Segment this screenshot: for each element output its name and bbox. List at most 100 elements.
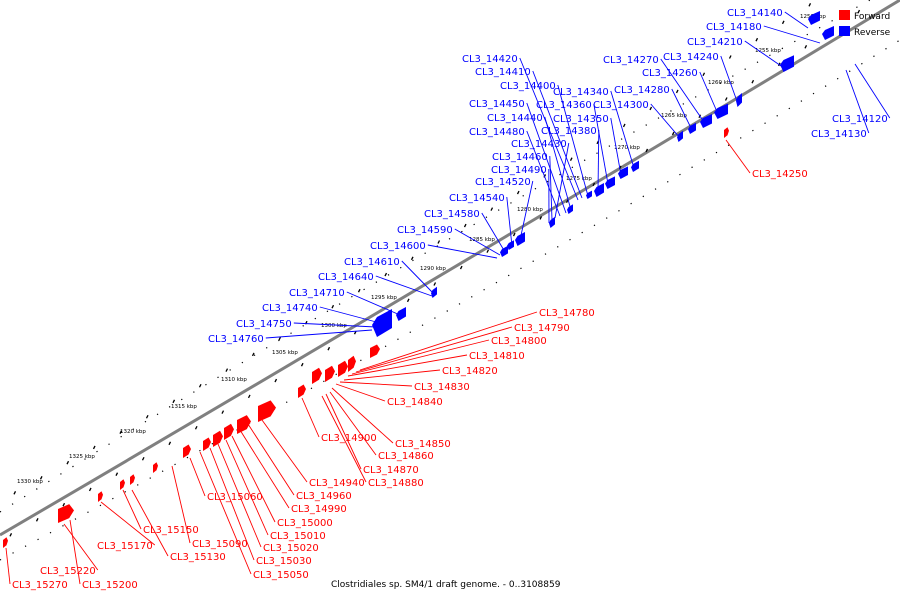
reverse-gene-label[interactable]: CL3_14120	[832, 114, 888, 125]
reverse-gene-label[interactable]: CL3_14130	[811, 129, 867, 140]
forward-gene-label[interactable]: CL3_15000	[277, 518, 333, 529]
tick-mark	[274, 378, 278, 383]
reverse-gene-label[interactable]: CL3_14340	[553, 87, 609, 98]
forward-gene-label[interactable]: CL3_14830	[414, 382, 470, 393]
forward-gene-label[interactable]: CL3_15050	[253, 570, 309, 581]
scale-label: 1290 kbp	[420, 266, 446, 272]
reverse-gene-label[interactable]: CL3_14180	[706, 22, 762, 33]
reverse-gene-label[interactable]: CL3_14450	[469, 99, 525, 110]
forward-gene-label[interactable]: CL3_14790	[514, 323, 570, 334]
forward-gene-arrow	[153, 462, 158, 473]
reverse-gene-label[interactable]: CL3_14140	[727, 8, 783, 19]
reverse-gene-label[interactable]: CL3_14610	[344, 257, 400, 268]
forward-gene-label[interactable]: CL3_15170	[97, 541, 153, 552]
reverse-gene-label[interactable]: CL3_14540	[449, 193, 505, 204]
reverse-gene-label[interactable]: CL3_14440	[487, 113, 543, 124]
forward-leader-line	[217, 443, 262, 548]
forward-leader-line	[325, 393, 362, 470]
forward-gene-arrow	[130, 474, 135, 485]
forward-gene-label[interactable]: CL3_15020	[263, 543, 319, 554]
reverse-leader-line	[532, 70, 583, 199]
forward-gene-label[interactable]: CL3_15090	[192, 539, 248, 550]
forward-leader-line	[321, 395, 367, 483]
forward-gene-arrow	[98, 491, 103, 502]
forward-gene-label[interactable]: CL3_14940	[309, 478, 365, 489]
forward-gene-arrow	[183, 444, 191, 458]
reverse-leader-line	[593, 103, 609, 185]
reverse-gene-label[interactable]: CL3_14210	[687, 37, 743, 48]
reverse-gene-label[interactable]: CL3_14270	[603, 55, 659, 66]
forward-genes	[3, 127, 729, 548]
forward-gene-label[interactable]: CL3_14820	[442, 366, 498, 377]
reverse-gene-label[interactable]: CL3_14360	[536, 100, 592, 111]
forward-gene-label[interactable]: CL3_14960	[296, 491, 352, 502]
forward-gene-label[interactable]: CL3_14850	[395, 439, 451, 450]
tick-mark	[516, 190, 520, 195]
reverse-gene-label[interactable]: CL3_14420	[462, 54, 518, 65]
reverse-leader-line	[481, 212, 506, 253]
tick-mark	[300, 362, 304, 367]
tick-mark	[622, 123, 626, 128]
tick-mark	[751, 79, 755, 84]
forward-gene-label[interactable]: CL3_15150	[143, 525, 199, 536]
forward-gene-label[interactable]: CL3_15200	[82, 580, 138, 591]
reverse-leader-line	[265, 329, 373, 339]
reverse-gene-label[interactable]: CL3_14400	[500, 81, 556, 92]
forward-gene-label[interactable]: CL3_15030	[256, 556, 312, 567]
forward-leader-line	[331, 387, 394, 444]
tick-mark	[145, 414, 149, 419]
reverse-gene-label[interactable]: CL3_14410	[475, 67, 531, 78]
forward-leader-line	[239, 429, 290, 509]
forward-gene-label[interactable]: CL3_14990	[291, 504, 347, 515]
tick-mark	[724, 97, 728, 101]
scale-label: 1305 kbp	[272, 350, 298, 356]
reverse-gene-label[interactable]: CL3_14590	[397, 225, 453, 236]
forward-gene-label[interactable]: CL3_15130	[170, 552, 226, 563]
reverse-gene-label[interactable]: CL3_14520	[475, 177, 531, 188]
forward-gene-label[interactable]: CL3_15270	[12, 580, 68, 591]
reverse-gene-arrow	[431, 286, 437, 298]
forward-gene-arrow	[58, 504, 74, 523]
reverse-gene-label[interactable]: CL3_14760	[208, 334, 264, 345]
reverse-gene-label[interactable]: CL3_14280	[614, 85, 670, 96]
reverse-gene-arrow	[822, 26, 834, 40]
forward-gene-label[interactable]: CL3_14810	[469, 351, 525, 362]
reverse-gene-label[interactable]: CL3_14480	[469, 127, 525, 138]
forward-gene-label[interactable]: CL3_15220	[40, 566, 96, 577]
reverse-gene-label[interactable]: CL3_14350	[553, 114, 609, 125]
forward-gene-label[interactable]: CL3_14800	[491, 336, 547, 347]
reverse-gene-label[interactable]: CL3_14240	[663, 52, 719, 63]
forward-gene-arrow	[258, 400, 276, 422]
reverse-gene-label[interactable]: CL3_14430	[511, 139, 567, 150]
reverse-leader-line	[526, 130, 561, 217]
tick-mark	[278, 336, 282, 341]
reverse-gene-label[interactable]: CL3_14490	[491, 165, 547, 176]
tick-mark	[565, 199, 569, 203]
tick-mark	[119, 430, 123, 434]
reverse-gene-label[interactable]: CL3_14600	[370, 241, 426, 252]
forward-gene-label[interactable]: CL3_14870	[363, 465, 419, 476]
reverse-gene-label[interactable]: CL3_14300	[593, 100, 649, 111]
forward-gene-label[interactable]: CL3_14250	[752, 169, 808, 180]
reverse-gene-label[interactable]: CL3_14710	[289, 288, 345, 299]
forward-gene-label[interactable]: CL3_14860	[378, 451, 434, 462]
forward-gene-label[interactable]: CL3_14900	[321, 433, 377, 444]
reverse-leader-line	[554, 142, 570, 219]
reverse-gene-label[interactable]: CL3_14640	[318, 272, 374, 283]
scale-label: 1260 kbp	[708, 80, 734, 86]
reverse-gene-label[interactable]: CL3_14380	[541, 126, 597, 137]
reverse-gene-arrow	[567, 204, 573, 214]
forward-gene-label[interactable]: CL3_14880	[368, 478, 424, 489]
forward-gene-label[interactable]: CL3_15060	[207, 492, 263, 503]
reverse-gene-label[interactable]: CL3_14460	[492, 152, 548, 163]
reverse-gene-label[interactable]: CL3_14750	[236, 319, 292, 330]
reverse-gene-label[interactable]: CL3_14580	[424, 209, 480, 220]
legend-reverse-swatch	[839, 26, 850, 36]
forward-gene-label[interactable]: CL3_14780	[539, 308, 595, 319]
forward-leader-line	[209, 447, 255, 561]
forward-gene-label[interactable]: CL3_14840	[387, 397, 443, 408]
reverse-gene-label[interactable]: CL3_14260	[642, 68, 698, 79]
reverse-gene-label[interactable]: CL3_14740	[262, 303, 318, 314]
tick-mark	[9, 533, 13, 537]
forward-gene-label[interactable]: CL3_15010	[270, 531, 326, 542]
